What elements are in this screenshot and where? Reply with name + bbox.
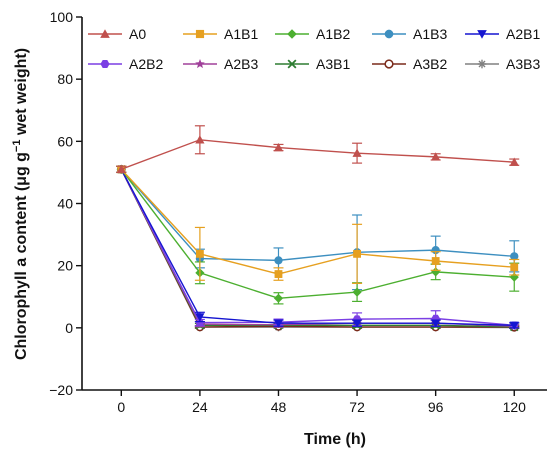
series-line [120, 168, 515, 275]
legend-item-a3b2: A3B2 [372, 56, 447, 72]
series-line [120, 168, 515, 328]
x-tick-label: 96 [428, 399, 444, 415]
x-tick-label: 0 [117, 399, 125, 415]
y-axis-title-main: Chlorophyll a content (μg g [13, 152, 30, 360]
x-tick-label: 120 [503, 399, 527, 415]
legend-swatch-marker [195, 29, 205, 39]
data-point [509, 157, 519, 166]
legend-swatch-marker [287, 59, 297, 69]
data-point [510, 263, 519, 272]
y-tick-label: 80 [57, 71, 73, 87]
series-line [120, 168, 515, 327]
legend-item-a0: A0 [88, 26, 146, 42]
y-axis-title: Chlorophyll a content (μg g−1 wet weight… [11, 48, 30, 360]
series-a3b1 [116, 164, 520, 332]
marker-stroke [287, 59, 297, 69]
series-layer [116, 125, 520, 332]
data-point [431, 319, 441, 328]
legend: A0 A1B1 A1B2 A1B3 A2B1 A2B2 A2B3 A3B1 A3B2 A3B3 [88, 26, 540, 72]
y-axis-title-superscript: −1 [11, 140, 23, 153]
legend-item-a3b3: A3B3 [465, 56, 540, 72]
legend-label: A2B2 [129, 56, 163, 72]
series-line [120, 168, 515, 300]
series-a3b2 [116, 164, 520, 332]
legend-swatch-marker [195, 58, 205, 69]
series-a1b2 [116, 164, 520, 305]
data-point [195, 249, 204, 258]
series-line [121, 139, 515, 170]
legend-label: A3B1 [316, 56, 350, 72]
data-point [352, 319, 362, 328]
data-point [353, 249, 361, 258]
data-point [510, 252, 519, 261]
legend-label: A0 [129, 26, 146, 42]
legend-label: A2B3 [224, 56, 258, 72]
legend-swatch-marker [384, 29, 394, 39]
series-line [120, 168, 515, 328]
legend-swatch-marker [477, 30, 487, 39]
series-a2b2 [116, 165, 520, 330]
series-line [120, 168, 515, 262]
axes: −20 0 20 40 60 80 100 0 24 48 72 96 120 [49, 9, 547, 415]
legend-item-a1b1: A1B1 [183, 26, 258, 42]
legend-label: A1B1 [224, 26, 258, 42]
data-point [352, 148, 362, 157]
series-a0 [116, 125, 520, 174]
data-point [352, 287, 362, 297]
legend-swatch-marker [384, 59, 394, 69]
legend-swatch-marker [100, 60, 110, 68]
y-axis-title-tail: wet weight) [13, 48, 30, 140]
legend-label: A1B3 [413, 26, 447, 42]
x-axis-title: Time (h) [304, 431, 366, 448]
legend-label: A1B2 [316, 26, 350, 42]
legend-item-a2b1: A2B1 [465, 26, 540, 42]
legend-label: A3B2 [413, 56, 447, 72]
y-tick-label: 0 [65, 320, 73, 336]
legend-label: A3B3 [506, 56, 540, 72]
legend-item-a3b1: A3B1 [275, 56, 350, 72]
x-tick-label: 24 [192, 399, 208, 415]
legend-swatch-marker [100, 29, 110, 38]
marker-stroke [478, 60, 486, 68]
data-point [195, 135, 205, 144]
y-tick-label: 20 [57, 258, 73, 274]
data-point [116, 164, 126, 173]
series-a1b3 [116, 165, 520, 291]
series-line [120, 168, 515, 329]
series-a2b1 [116, 165, 520, 330]
legend-swatch-marker [477, 59, 487, 69]
legend-item-a1b2: A1B2 [275, 26, 350, 42]
data-point [274, 270, 283, 278]
y-tick-label: 40 [57, 196, 73, 212]
data-point [195, 313, 205, 322]
data-point [431, 257, 440, 265]
legend-item-a1b3: A1B3 [372, 26, 447, 42]
y-tick-label: 100 [50, 9, 74, 25]
data-point [273, 293, 284, 303]
data-point [273, 142, 284, 152]
legend-label: A2B1 [506, 26, 540, 42]
legend-item-a2b3: A2B3 [183, 56, 258, 72]
series-line [120, 168, 515, 327]
data-point [509, 272, 519, 282]
legend-swatch-marker [287, 29, 297, 39]
series-a1b1 [116, 165, 520, 284]
data-point [274, 256, 283, 265]
data-point [431, 267, 441, 277]
x-tick-label: 72 [349, 399, 365, 415]
data-point [509, 321, 519, 330]
x-tick-label: 48 [271, 399, 287, 415]
data-point [431, 152, 441, 161]
series-a2b3 [116, 164, 520, 331]
y-tick-label: −20 [49, 382, 73, 398]
y-tick-label: 60 [57, 133, 73, 149]
legend-item-a2b2: A2B2 [88, 56, 163, 72]
series-a3b3 [116, 165, 520, 332]
data-point [273, 319, 284, 328]
data-point [195, 318, 205, 327]
